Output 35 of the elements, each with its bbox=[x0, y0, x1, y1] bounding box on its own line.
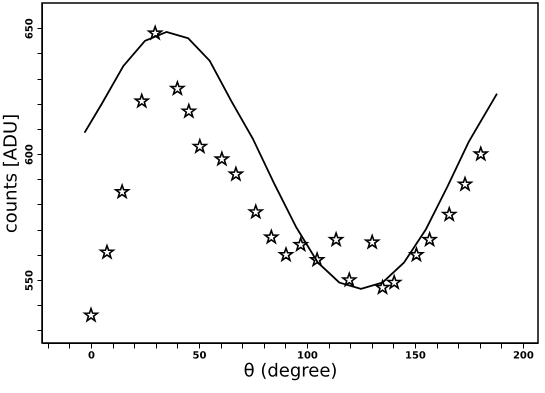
x-tick-label: 150 bbox=[404, 350, 426, 362]
x-tick-label: 100 bbox=[297, 350, 318, 362]
point bbox=[375, 280, 390, 294]
point bbox=[422, 232, 437, 246]
point bbox=[294, 237, 308, 252]
point bbox=[364, 234, 380, 248]
point bbox=[387, 275, 402, 289]
x-tick-label: 50 bbox=[192, 350, 206, 362]
y-axis-title: counts [ADU] bbox=[0, 114, 22, 234]
x-axis-title: θ (degree) bbox=[244, 360, 338, 382]
y-tick-label: 600 bbox=[24, 144, 36, 166]
y-tick-label: 650 bbox=[24, 18, 36, 40]
x-tick-label: 0 bbox=[88, 350, 96, 362]
point bbox=[310, 252, 324, 266]
point bbox=[442, 207, 456, 221]
y-tick-label: 550 bbox=[24, 270, 36, 291]
point bbox=[100, 244, 114, 259]
point bbox=[474, 146, 488, 160]
point bbox=[214, 152, 230, 166]
point bbox=[170, 81, 185, 95]
x-tick-label: 200 bbox=[512, 350, 534, 362]
point bbox=[182, 104, 196, 118]
point bbox=[84, 308, 98, 322]
point bbox=[328, 232, 344, 246]
point bbox=[148, 26, 162, 40]
point bbox=[248, 204, 263, 218]
point bbox=[192, 139, 208, 153]
point bbox=[134, 94, 149, 108]
point bbox=[409, 247, 424, 262]
point bbox=[228, 166, 244, 180]
point bbox=[114, 184, 130, 198]
point bbox=[264, 230, 278, 244]
point bbox=[458, 176, 472, 191]
point bbox=[342, 272, 356, 286]
point bbox=[278, 247, 294, 262]
